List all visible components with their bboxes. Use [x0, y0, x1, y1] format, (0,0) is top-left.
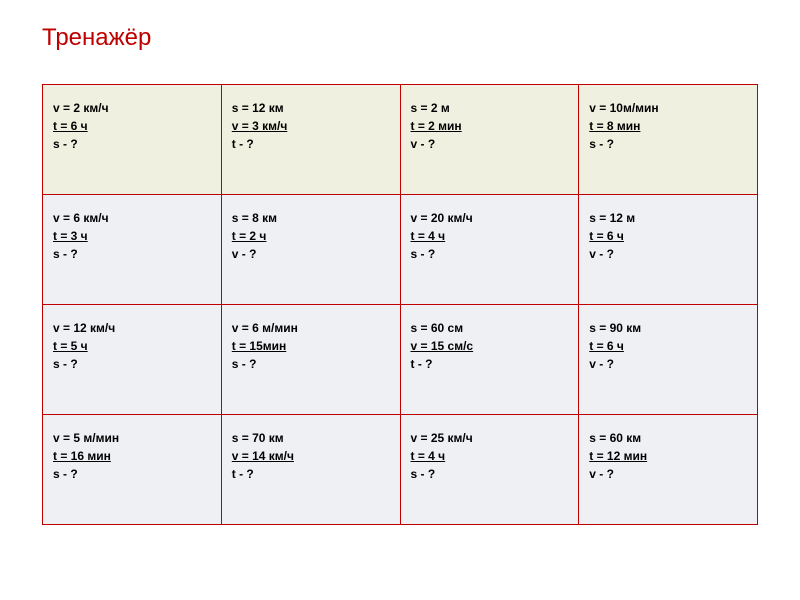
cell: s = 12 м t = 6 ч v - ? [579, 195, 758, 305]
cell-line2: v = 15 см/с [411, 337, 474, 355]
cell-line3: s - ? [53, 467, 78, 481]
cell-line3: s - ? [411, 247, 436, 261]
table-row: v = 12 км/ч t = 5 ч s - ? v = 6 м/мин t … [43, 305, 758, 415]
cell: v = 2 км/ч t = 6 ч s - ? [43, 85, 222, 195]
cell: s = 12 км v = 3 км/ч t - ? [221, 85, 400, 195]
cell-line2: v = 14 км/ч [232, 447, 294, 465]
cell-line3: v - ? [589, 467, 614, 481]
cell-line3: s - ? [53, 357, 78, 371]
cell-line3: v - ? [589, 357, 614, 371]
slide: Тренажёр v = 2 км/ч t = 6 ч s - ? s = 12… [0, 0, 800, 600]
cell-line3: v - ? [411, 137, 436, 151]
cell-line3: s - ? [589, 137, 614, 151]
cell-line1: v = 6 м/мин [232, 321, 298, 335]
cell: v = 6 км/ч t = 3 ч s - ? [43, 195, 222, 305]
cell-line1: v = 5 м/мин [53, 431, 119, 445]
cell-line3: t - ? [411, 357, 433, 371]
cell: s = 60 км t = 12 мин v - ? [579, 415, 758, 525]
cell-line1: v = 25 км/ч [411, 431, 473, 445]
cell-line3: s - ? [53, 137, 78, 151]
cell-line1: v = 6 км/ч [53, 211, 109, 225]
cell-line3: s - ? [232, 357, 257, 371]
cell-line2: t = 6 ч [53, 117, 88, 135]
cell-line2: t = 4 ч [411, 447, 446, 465]
table-row: v = 5 м/мин t = 16 мин s - ? s = 70 км v… [43, 415, 758, 525]
cell: s = 90 км t = 6 ч v - ? [579, 305, 758, 415]
cell: s = 70 км v = 14 км/ч t - ? [221, 415, 400, 525]
table-row: v = 6 км/ч t = 3 ч s - ? s = 8 км t = 2 … [43, 195, 758, 305]
cell-line3: t - ? [232, 467, 254, 481]
cell: s = 8 км t = 2 ч v - ? [221, 195, 400, 305]
cell-line1: v = 12 км/ч [53, 321, 115, 335]
cell-line1: s = 90 км [589, 321, 641, 335]
cell-line1: v = 10м/мин [589, 101, 658, 115]
cell-line2: t = 12 мин [589, 447, 647, 465]
cell-line1: s = 60 см [411, 321, 464, 335]
practice-table: v = 2 км/ч t = 6 ч s - ? s = 12 км v = 3… [42, 84, 758, 525]
cell-line2: t = 2 ч [232, 227, 267, 245]
cell-line1: v = 20 км/ч [411, 211, 473, 225]
cell-line2: t = 8 мин [589, 117, 640, 135]
cell-line1: s = 12 км [232, 101, 284, 115]
cell-line2: t = 16 мин [53, 447, 111, 465]
cell-line1: v = 2 км/ч [53, 101, 109, 115]
cell: v = 6 м/мин t = 15мин s - ? [221, 305, 400, 415]
cell: v = 12 км/ч t = 5 ч s - ? [43, 305, 222, 415]
cell: v = 5 м/мин t = 16 мин s - ? [43, 415, 222, 525]
cell-line2: t = 5 ч [53, 337, 88, 355]
cell-line2: t = 6 ч [589, 227, 624, 245]
page-title: Тренажёр [42, 24, 151, 52]
cell-line2: t = 15мин [232, 337, 287, 355]
cell-line3: t - ? [232, 137, 254, 151]
cell: v = 10м/мин t = 8 мин s - ? [579, 85, 758, 195]
cell-line2: t = 4 ч [411, 227, 446, 245]
cell-line3: v - ? [232, 247, 257, 261]
cell-line3: v - ? [589, 247, 614, 261]
cell: s = 60 см v = 15 см/с t - ? [400, 305, 579, 415]
cell-line2: t = 3 ч [53, 227, 88, 245]
cell-line2: t = 6 ч [589, 337, 624, 355]
cell-line3: s - ? [411, 467, 436, 481]
cell-line1: s = 70 км [232, 431, 284, 445]
cell: s = 2 м t = 2 мин v - ? [400, 85, 579, 195]
cell-line2: v = 3 км/ч [232, 117, 288, 135]
cell-line3: s - ? [53, 247, 78, 261]
cell-line1: s = 60 км [589, 431, 641, 445]
table-row: v = 2 км/ч t = 6 ч s - ? s = 12 км v = 3… [43, 85, 758, 195]
cell: v = 20 км/ч t = 4 ч s - ? [400, 195, 579, 305]
cell-line2: t = 2 мин [411, 117, 462, 135]
cell-line1: s = 2 м [411, 101, 450, 115]
cell-line1: s = 12 м [589, 211, 635, 225]
cell-line1: s = 8 км [232, 211, 277, 225]
cell: v = 25 км/ч t = 4 ч s - ? [400, 415, 579, 525]
